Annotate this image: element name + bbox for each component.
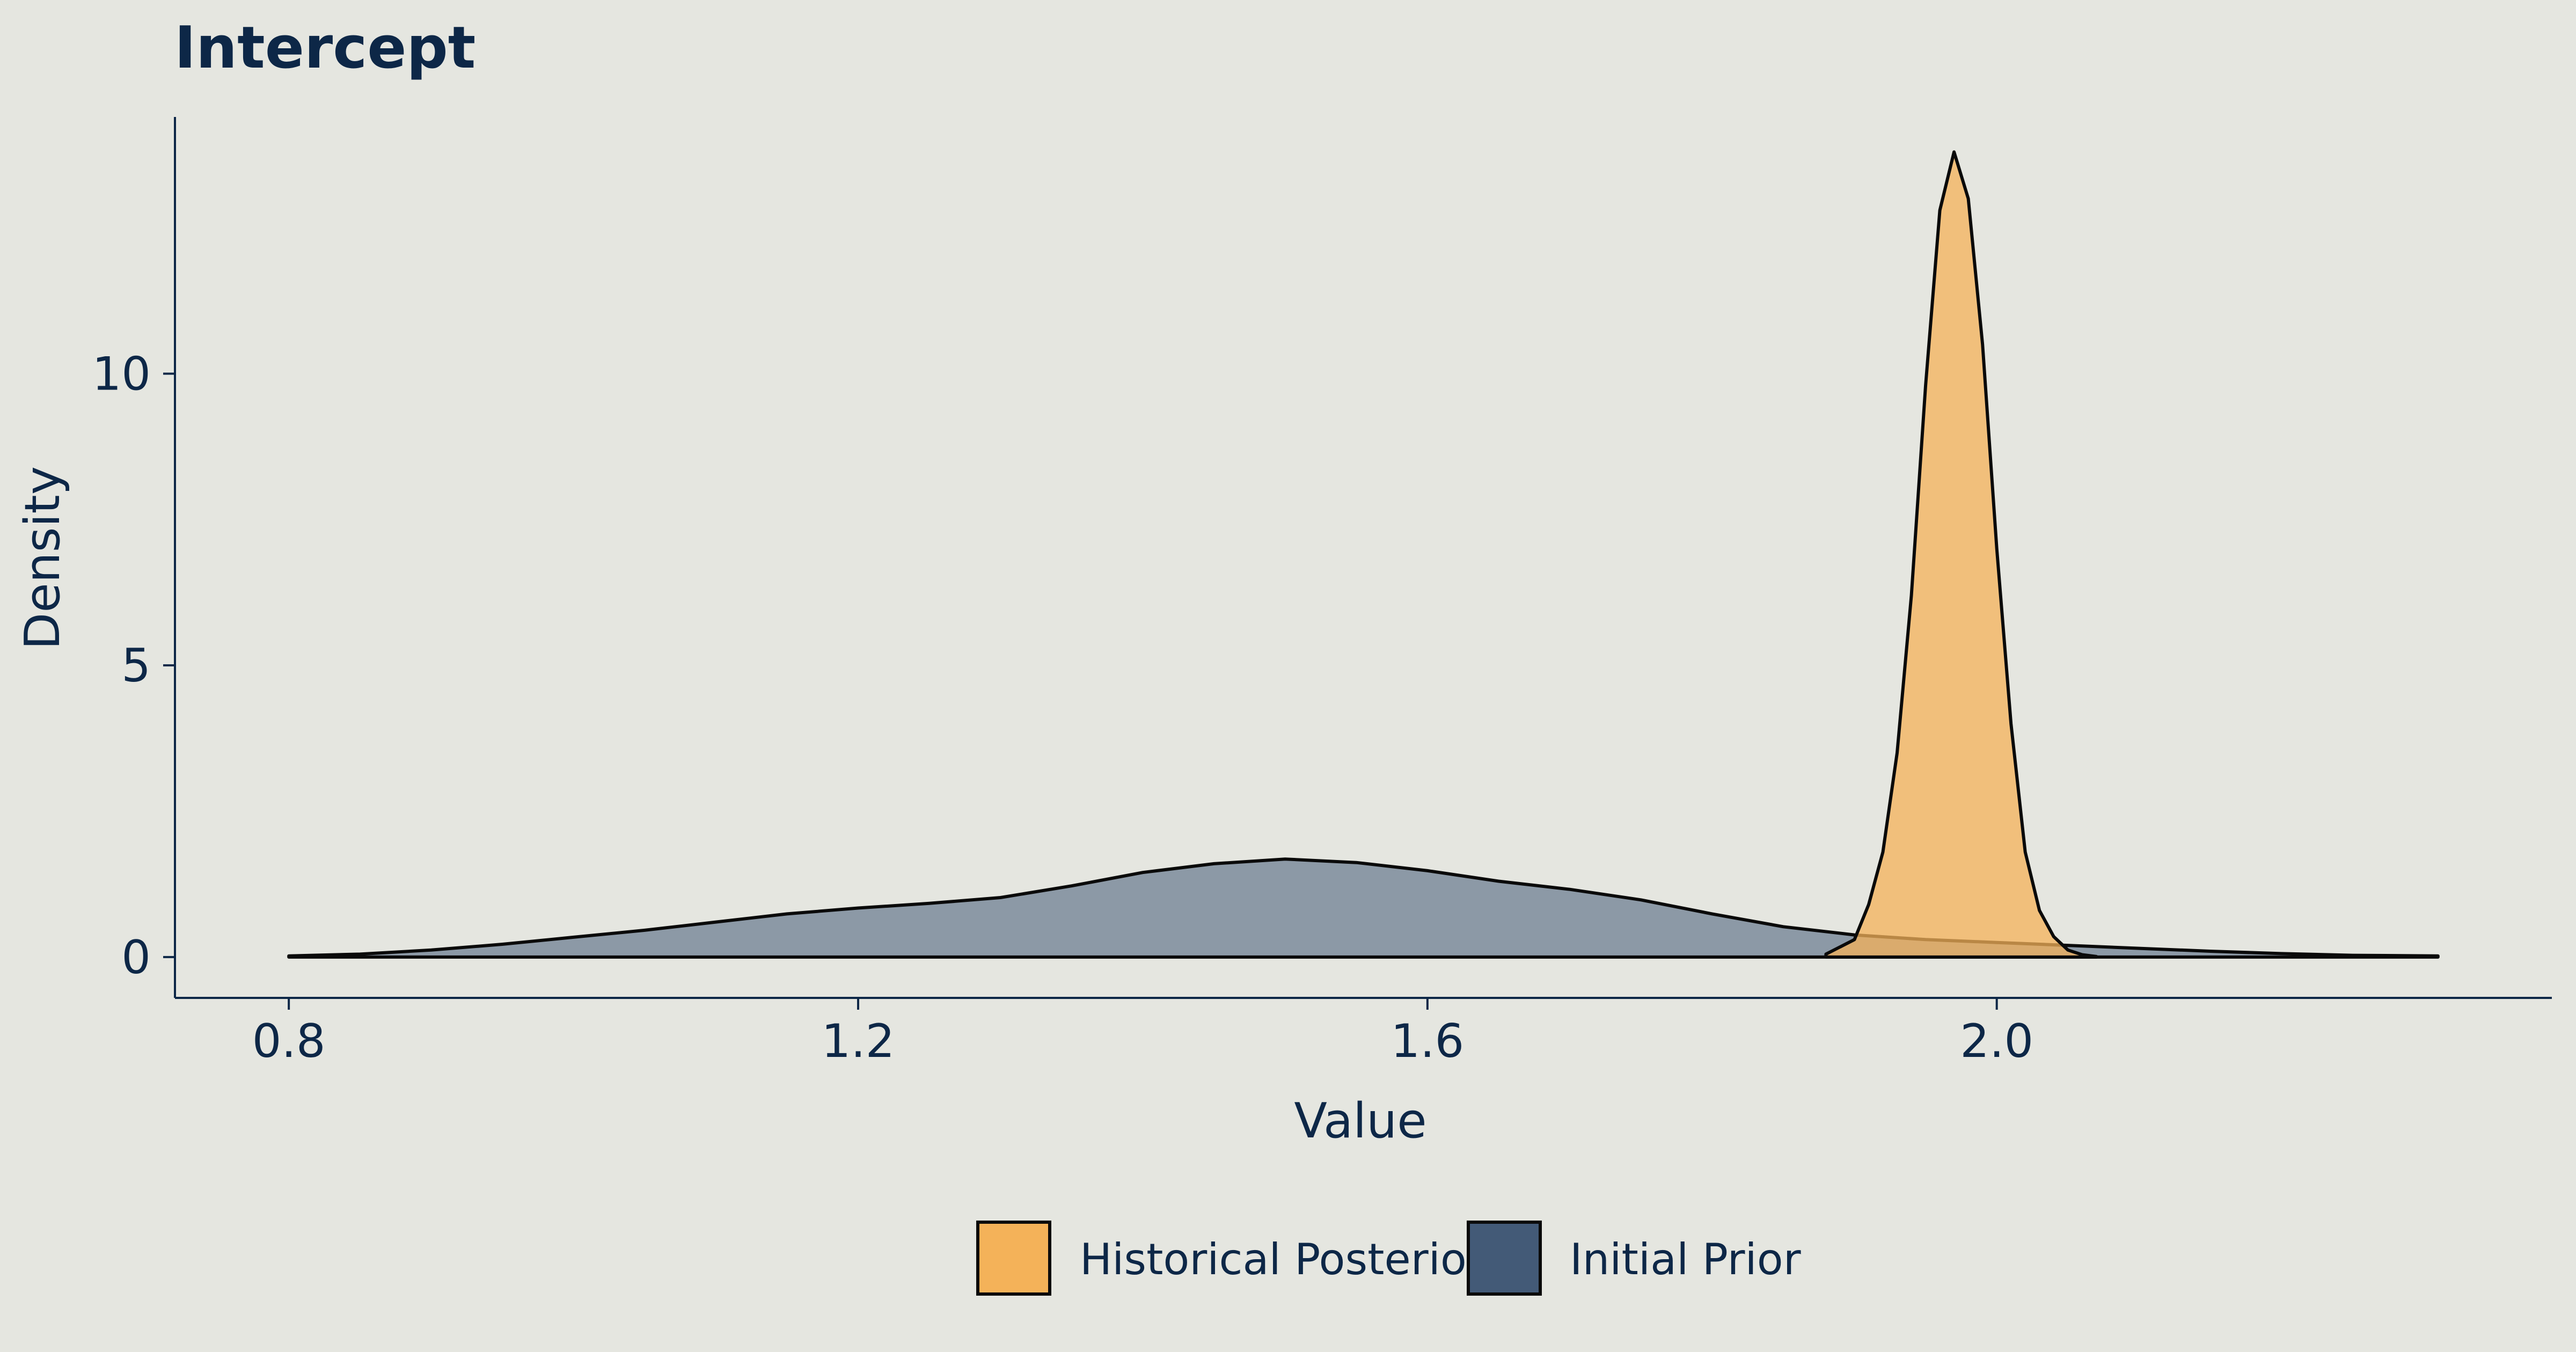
axes: 0.8 1.2 1.6 2.0 0 5 10: [92, 117, 2552, 1068]
legend-swatch-initial-prior: [1467, 1221, 1542, 1296]
y-tick-label: 0: [121, 931, 151, 984]
legend-swatch-historical-posterior: [976, 1221, 1051, 1296]
x-axis-title: Value: [1294, 1093, 1426, 1149]
y-tick-label: 10: [92, 347, 151, 401]
x-tick-label: 1.2: [822, 1015, 895, 1068]
y-tick-label: 5: [121, 639, 151, 693]
legend: Historical Posterior Initial Prior: [976, 1221, 1801, 1296]
plot-area: [287, 150, 2440, 959]
x-tick-label: 2.0: [1960, 1015, 2033, 1068]
density-area-initial-prior: [287, 857, 2440, 959]
x-tick-label: 0.8: [252, 1015, 326, 1068]
x-tick-label: 1.6: [1391, 1015, 1464, 1068]
density-area-historical-posterior: [1824, 150, 2098, 959]
y-axis-title: Density: [14, 466, 71, 650]
chart-title: Intercept: [174, 14, 475, 82]
legend-label-historical-posterior: Historical Posterior: [1080, 1235, 1484, 1284]
legend-label-initial-prior: Initial Prior: [1570, 1235, 1801, 1284]
